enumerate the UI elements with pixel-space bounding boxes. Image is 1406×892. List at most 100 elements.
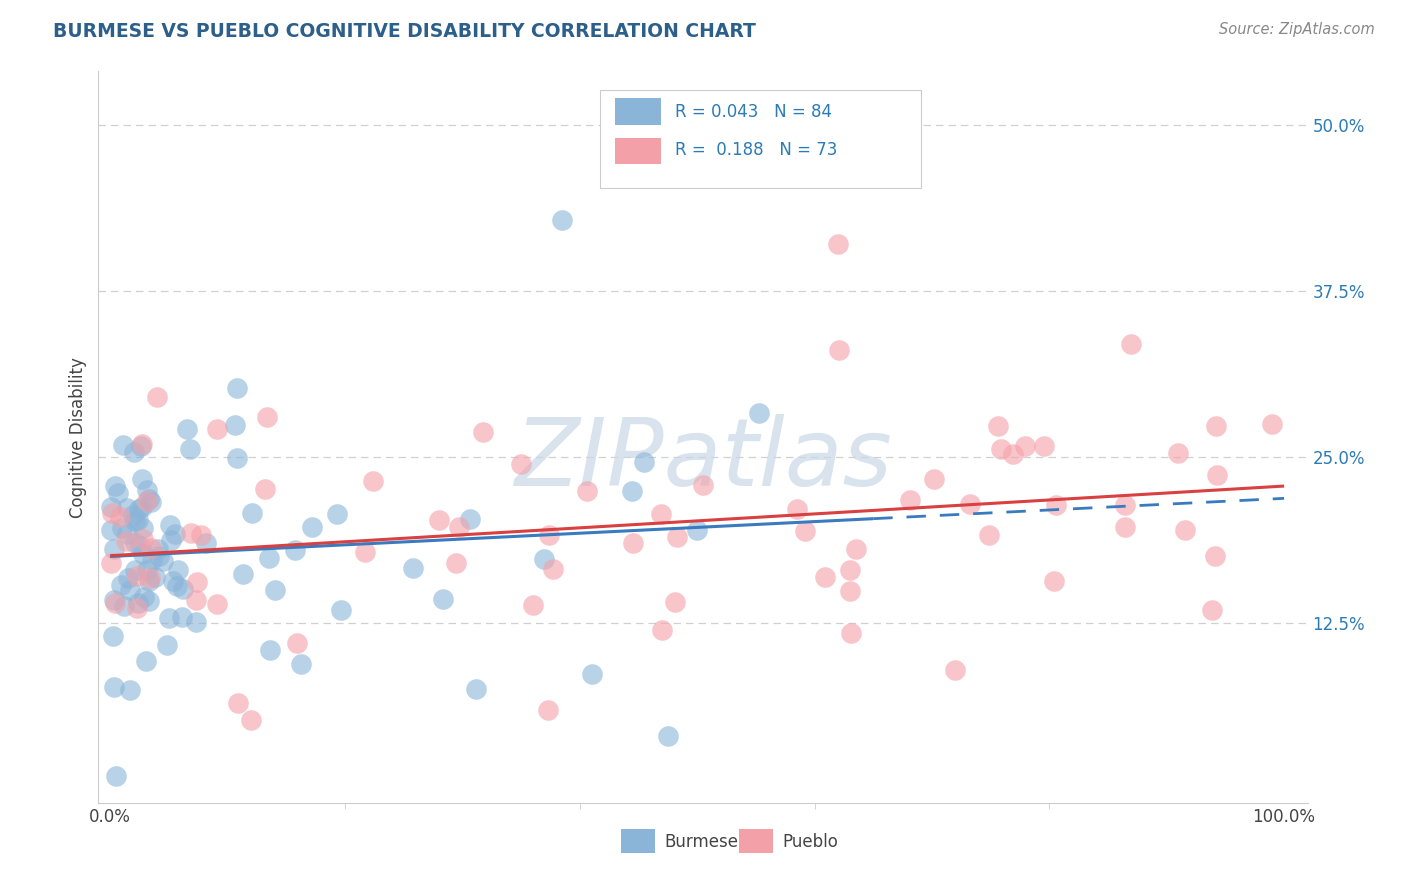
Point xyxy=(146,541,169,556)
Point xyxy=(444,556,467,570)
Point xyxy=(839,626,862,640)
Point xyxy=(124,563,146,577)
Point xyxy=(226,451,249,466)
Point xyxy=(522,599,544,613)
Point xyxy=(402,561,425,575)
Point xyxy=(465,682,488,697)
Point xyxy=(180,526,202,541)
FancyBboxPatch shape xyxy=(740,830,773,853)
Point xyxy=(650,508,672,522)
Point xyxy=(240,714,263,728)
Text: Source: ZipAtlas.com: Source: ZipAtlas.com xyxy=(1219,22,1375,37)
Point xyxy=(664,595,686,609)
Point xyxy=(786,502,808,516)
Point xyxy=(124,535,146,549)
Point xyxy=(115,527,138,541)
Point xyxy=(101,628,124,642)
Point xyxy=(162,574,184,589)
Point xyxy=(135,493,157,508)
Point xyxy=(472,425,495,439)
Point xyxy=(156,639,179,653)
Point xyxy=(135,654,157,668)
Point xyxy=(184,593,207,607)
Point xyxy=(115,501,138,516)
Point xyxy=(839,563,862,577)
Point xyxy=(110,578,132,592)
Point xyxy=(828,343,851,357)
Point xyxy=(120,582,142,597)
Point xyxy=(794,524,817,539)
Point xyxy=(115,534,138,549)
Point xyxy=(101,506,124,520)
Point xyxy=(139,571,162,585)
Point xyxy=(131,437,153,451)
Point xyxy=(127,596,149,610)
Point xyxy=(131,472,153,486)
Point xyxy=(226,696,249,710)
Point xyxy=(1261,417,1284,431)
Point xyxy=(977,528,1000,542)
Point xyxy=(159,517,181,532)
Point xyxy=(353,545,375,559)
Point xyxy=(138,594,160,608)
Point xyxy=(432,592,454,607)
Point xyxy=(900,493,922,508)
Point xyxy=(1002,447,1025,461)
Point xyxy=(1174,523,1197,537)
Point xyxy=(1045,498,1067,512)
Point xyxy=(138,574,160,588)
Point xyxy=(1204,549,1226,563)
Point xyxy=(1014,438,1036,452)
Point xyxy=(253,482,276,496)
Point xyxy=(537,703,560,717)
Point xyxy=(148,549,170,564)
Point xyxy=(128,502,150,516)
Point xyxy=(118,683,141,698)
Text: Pueblo: Pueblo xyxy=(783,833,839,851)
Point xyxy=(165,527,187,541)
Point xyxy=(990,442,1012,456)
Point xyxy=(326,507,349,521)
Point xyxy=(179,442,201,457)
Point xyxy=(363,475,385,489)
Point xyxy=(146,390,169,404)
Point xyxy=(122,444,145,458)
Point xyxy=(1205,419,1227,434)
Point xyxy=(686,523,709,537)
Point xyxy=(139,495,162,509)
Point xyxy=(460,512,482,526)
Point xyxy=(449,519,471,533)
Point xyxy=(129,439,152,453)
Point xyxy=(1205,468,1227,483)
Point xyxy=(170,609,193,624)
Point xyxy=(186,615,208,629)
Point xyxy=(132,532,155,546)
Point xyxy=(103,593,125,607)
Point xyxy=(814,570,837,584)
Point xyxy=(1043,574,1066,589)
Point xyxy=(692,478,714,492)
FancyBboxPatch shape xyxy=(600,90,921,188)
Point xyxy=(167,563,190,577)
Text: ZIPatlas: ZIPatlas xyxy=(515,414,891,505)
Point xyxy=(922,472,945,486)
Point xyxy=(427,513,450,527)
Point xyxy=(143,569,166,583)
Point xyxy=(1201,603,1223,617)
Point xyxy=(657,729,679,743)
Point xyxy=(108,510,131,524)
FancyBboxPatch shape xyxy=(614,138,661,164)
Point xyxy=(152,554,174,568)
Point xyxy=(104,596,127,610)
Point xyxy=(160,533,183,547)
Point xyxy=(111,521,134,535)
Point xyxy=(259,643,281,657)
Point xyxy=(959,497,981,511)
Point xyxy=(232,566,254,581)
Point xyxy=(551,213,574,227)
Point xyxy=(124,514,146,528)
Point xyxy=(205,597,228,611)
Point xyxy=(620,483,643,498)
Point xyxy=(134,591,156,605)
Point xyxy=(748,406,770,420)
